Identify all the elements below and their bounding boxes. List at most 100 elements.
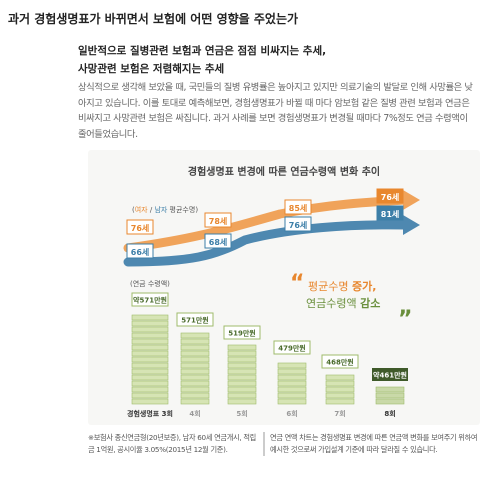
amount: 468만원 (326, 358, 354, 367)
amount-badge (223, 325, 261, 340)
money-layer (277, 398, 307, 405)
subheading: 일반적으로 질병관련 보험과 연금은 점점 비싸지는 추세, (78, 45, 327, 57)
money-layer (375, 398, 405, 405)
money-layer (131, 392, 169, 399)
money-layer (227, 344, 257, 351)
money-layer (180, 356, 210, 363)
amount: 약461만원 (373, 371, 407, 380)
legend-part: 평균수명) (167, 205, 198, 214)
money-layer (131, 386, 169, 393)
amount-badge (321, 354, 359, 369)
quote-text: 평균수명 (308, 280, 352, 293)
male-age: 68세 (209, 237, 228, 247)
money-layer (325, 386, 355, 393)
legend-part: ( (132, 206, 135, 214)
quote-text: 연금수령액 (306, 297, 360, 310)
quote-line: 평균수명 증가, (308, 279, 376, 293)
quote-mark: ” (398, 307, 412, 332)
female-age: 76세 (131, 223, 150, 233)
amount-badge (176, 312, 214, 327)
money-layer (277, 380, 307, 387)
money-layer (131, 320, 169, 327)
amount-badge (273, 340, 311, 355)
money-layer (227, 380, 257, 387)
money-layer (180, 374, 210, 381)
money-layer (180, 386, 210, 393)
money-layer (227, 392, 257, 399)
male-arrow (123, 220, 410, 267)
bar-label: 8회 (384, 409, 395, 418)
bar-label: 5회 (236, 409, 247, 418)
female-age: 76세 (381, 192, 400, 202)
amount-badge (131, 292, 169, 307)
money-layer (180, 350, 210, 357)
male-age: 76세 (289, 220, 308, 230)
amount-badge (372, 368, 408, 381)
money-layer (131, 380, 169, 387)
age-badge (284, 199, 312, 215)
bar-label: 6회 (286, 409, 297, 418)
money-layer (277, 362, 307, 369)
footnote: ※보험사 종신연금형(20년보증), 남자 60세 연금개시, 적립금 1억원,… (88, 433, 256, 454)
age-badge (284, 216, 312, 232)
money-layer (325, 380, 355, 387)
money-layer (227, 368, 257, 375)
female-age: 85세 (289, 203, 308, 213)
money-layer (277, 368, 307, 375)
money-layer (131, 398, 169, 405)
money-layer (180, 380, 210, 387)
bar-label: 경험생명표 3회 (127, 409, 173, 418)
money-layer (131, 368, 169, 375)
money-layer (227, 350, 257, 357)
arrow-head (403, 215, 420, 235)
title: 과거 경험생명표가 바뀌면서 보험에 어떤 영향을 주었는가 (8, 12, 299, 26)
money-layer (325, 374, 355, 381)
infographic-title: 경험생명표 변경에 따른 연금수령액 변화 추이 (188, 165, 380, 178)
money-layer (375, 386, 405, 393)
body-text: 상식적으로 생각해 보았을 때, 국민들의 질병 유병률은 높아지고 있지만 의… (78, 82, 473, 140)
money-layer (131, 326, 169, 333)
money-layer (131, 350, 169, 357)
money-layer (180, 398, 210, 405)
money-layer (375, 392, 405, 399)
money-layer (180, 332, 210, 339)
money-layer (131, 338, 169, 345)
arrow-head (403, 190, 420, 210)
subheading: 사망관련 보험은 저렴해지는 추세 (78, 63, 225, 75)
money-layer (227, 356, 257, 363)
money-layer (131, 362, 169, 369)
money-layer (180, 368, 210, 375)
legend: (여자 / 남자 평균수명) (132, 205, 198, 214)
quote-line: 연금수령액 감소 (306, 296, 380, 310)
money-layer (227, 386, 257, 393)
age-badge (204, 233, 232, 249)
female-arrow (123, 195, 410, 253)
age-badge (126, 243, 154, 259)
quote-mark: “ (290, 271, 304, 296)
money-layer (325, 392, 355, 399)
money-layer (131, 374, 169, 381)
bar-label: 4회 (189, 409, 200, 418)
legend-female: 여자 (135, 205, 148, 214)
legend-male: 남자 (154, 205, 167, 214)
footnote: 연금 연액 차트는 경험생명표 변경에 따른 연금액 변화를 보여주기 위하여 … (270, 433, 478, 454)
money-layer (180, 392, 210, 399)
money-layer (131, 344, 169, 351)
money-layer (180, 344, 210, 351)
quote-emphasis: 감소 (360, 296, 380, 310)
quote-emphasis: 증가, (352, 279, 376, 293)
bar-label: 7회 (334, 409, 345, 418)
age-badge (376, 188, 404, 204)
money-layer (227, 374, 257, 381)
money-layer (131, 314, 169, 321)
money-layer (227, 362, 257, 369)
money-layer (131, 332, 169, 339)
money-layer (277, 392, 307, 399)
amount: 571만원 (181, 316, 209, 325)
money-layer (277, 374, 307, 381)
female-age: 78세 (209, 216, 228, 226)
amount: 519만원 (228, 329, 256, 338)
money-layer (180, 338, 210, 345)
